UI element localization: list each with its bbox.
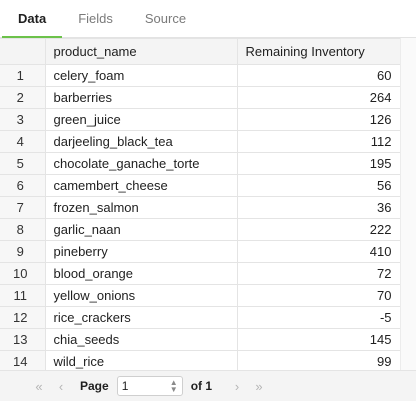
page-label: Page: [80, 379, 109, 393]
product-name-cell: celery_foam: [45, 64, 238, 87]
table-row[interactable]: 8 garlic_naan 222: [0, 218, 401, 241]
tab-fields[interactable]: Fields: [78, 10, 113, 26]
remaining-inventory-cell: 195: [237, 152, 401, 175]
tab-bar: Data Fields Source: [0, 0, 416, 38]
remaining-inventory-cell: 99: [237, 350, 401, 370]
product-name-cell: garlic_naan: [45, 218, 238, 241]
remaining-inventory-cell: 126: [237, 108, 401, 131]
row-index: 7: [0, 196, 46, 219]
pagination-bar: « ‹ Page 1 ▲ ▼ of 1 › »: [0, 370, 416, 401]
column-header-index: [0, 38, 46, 65]
next-page-icon[interactable]: ›: [234, 378, 240, 394]
vertical-scrollbar[interactable]: [400, 38, 416, 370]
product-name-cell: camembert_cheese: [45, 174, 238, 197]
product-name-cell: chia_seeds: [45, 328, 238, 351]
row-index: 4: [0, 130, 46, 153]
stepper-down-icon[interactable]: ▼: [169, 385, 178, 394]
table-row[interactable]: 4 darjeeling_black_tea 112: [0, 130, 401, 153]
table-row[interactable]: 14 wild_rice 99: [0, 350, 401, 370]
page-count-label: of 1: [190, 379, 213, 393]
product-name-cell: darjeeling_black_tea: [45, 130, 238, 153]
data-grid: product_name Remaining Inventory 1 celery…: [0, 38, 416, 370]
table-row[interactable]: 6 camembert_cheese 56: [0, 174, 401, 197]
remaining-inventory-cell: 60: [237, 64, 401, 87]
product-name-cell: blood_orange: [45, 262, 238, 285]
row-index: 12: [0, 306, 46, 329]
row-index: 6: [0, 174, 46, 197]
remaining-inventory-cell: 36: [237, 196, 401, 219]
row-index: 3: [0, 108, 46, 131]
remaining-inventory-cell: 56: [237, 174, 401, 197]
row-index: 9: [0, 240, 46, 263]
remaining-inventory-cell: 410: [237, 240, 401, 263]
product-name-cell: barberries: [45, 86, 238, 109]
product-name-cell: rice_crackers: [45, 306, 238, 329]
remaining-inventory-cell: -5: [237, 306, 401, 329]
row-index: 13: [0, 328, 46, 351]
tab-data[interactable]: Data: [2, 0, 63, 38]
table-row[interactable]: 3 green_juice 126: [0, 108, 401, 131]
first-page-icon[interactable]: «: [35, 378, 43, 394]
table-body: 1 celery_foam 60 2 barberries 264 3 green_juice…: [0, 64, 401, 370]
product-name-cell: pineberry: [45, 240, 238, 263]
table-row[interactable]: 1 celery_foam 60: [0, 64, 401, 87]
row-index: 11: [0, 284, 46, 307]
product-name-cell: yellow_onions: [45, 284, 238, 307]
page-stepper[interactable]: ▲ ▼: [169, 378, 178, 394]
column-header-product-name[interactable]: product_name: [45, 38, 238, 65]
table-row[interactable]: 2 barberries 264: [0, 86, 401, 109]
remaining-inventory-cell: 72: [237, 262, 401, 285]
row-index: 14: [0, 350, 46, 370]
page-number-value: 1: [121, 379, 129, 393]
column-header-remaining-inventory[interactable]: Remaining Inventory: [237, 38, 401, 65]
table-row[interactable]: 11 yellow_onions 70: [0, 284, 401, 307]
last-page-icon[interactable]: »: [255, 378, 263, 394]
table-row[interactable]: 12 rice_crackers -5: [0, 306, 401, 329]
table-header-row: product_name Remaining Inventory: [0, 38, 401, 65]
table-row[interactable]: 9 pineberry 410: [0, 240, 401, 263]
row-index: 2: [0, 86, 46, 109]
product-name-cell: frozen_salmon: [45, 196, 238, 219]
table-row[interactable]: 13 chia_seeds 145: [0, 328, 401, 351]
product-name-cell: wild_rice: [45, 350, 238, 370]
previous-page-icon[interactable]: ‹: [58, 378, 64, 394]
stepper-up-icon[interactable]: ▲: [169, 378, 178, 387]
remaining-inventory-cell: 145: [237, 328, 401, 351]
data-table: product_name Remaining Inventory 1 celery…: [0, 38, 401, 370]
remaining-inventory-cell: 264: [237, 86, 401, 109]
product-name-cell: green_juice: [45, 108, 238, 131]
product-name-cell: chocolate_ganache_torte: [45, 152, 238, 175]
remaining-inventory-cell: 70: [237, 284, 401, 307]
remaining-inventory-cell: 222: [237, 218, 401, 241]
page-number-input[interactable]: 1 ▲ ▼: [116, 376, 183, 396]
table-row[interactable]: 7 frozen_salmon 36: [0, 196, 401, 219]
table-row[interactable]: 5 chocolate_ganache_torte 195: [0, 152, 401, 175]
remaining-inventory-cell: 112: [237, 130, 401, 153]
table-row[interactable]: 10 blood_orange 72: [0, 262, 401, 285]
row-index: 5: [0, 152, 46, 175]
row-index: 10: [0, 262, 46, 285]
row-index: 8: [0, 218, 46, 241]
tab-source[interactable]: Source: [144, 10, 187, 26]
row-index: 1: [0, 64, 46, 87]
